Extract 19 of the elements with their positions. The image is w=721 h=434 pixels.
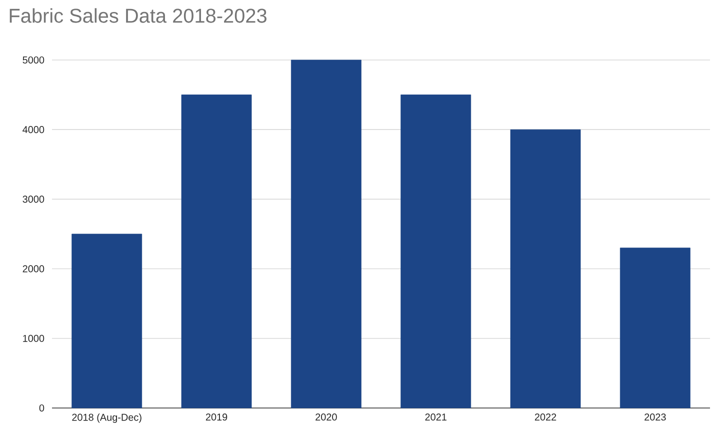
bar (510, 129, 581, 408)
x-tick-label: 2019 (206, 414, 228, 421)
x-tick-label: 2021 (425, 414, 446, 421)
y-tick-label: 0 (39, 404, 44, 412)
bar (400, 94, 472, 408)
bar (620, 248, 690, 408)
bar (181, 94, 252, 408)
bar (72, 234, 142, 408)
y-tick-label: 4000 (22, 126, 44, 134)
x-tick-label: 2018 (Aug-Dec) (72, 414, 142, 423)
y-tick-label: 3000 (22, 196, 44, 203)
y-tick-label: 5000 (22, 56, 44, 64)
chart-title: Fabric Sales Data 2018-2023 (10, 8, 266, 23)
x-tick-label: 2020 (316, 414, 337, 421)
y-tick-label: 1000 (23, 334, 44, 342)
x-tick-label: 2023 (644, 414, 666, 421)
bar (290, 60, 362, 408)
x-tick-label: 2022 (534, 414, 556, 421)
y-tick-label: 2000 (22, 265, 44, 272)
